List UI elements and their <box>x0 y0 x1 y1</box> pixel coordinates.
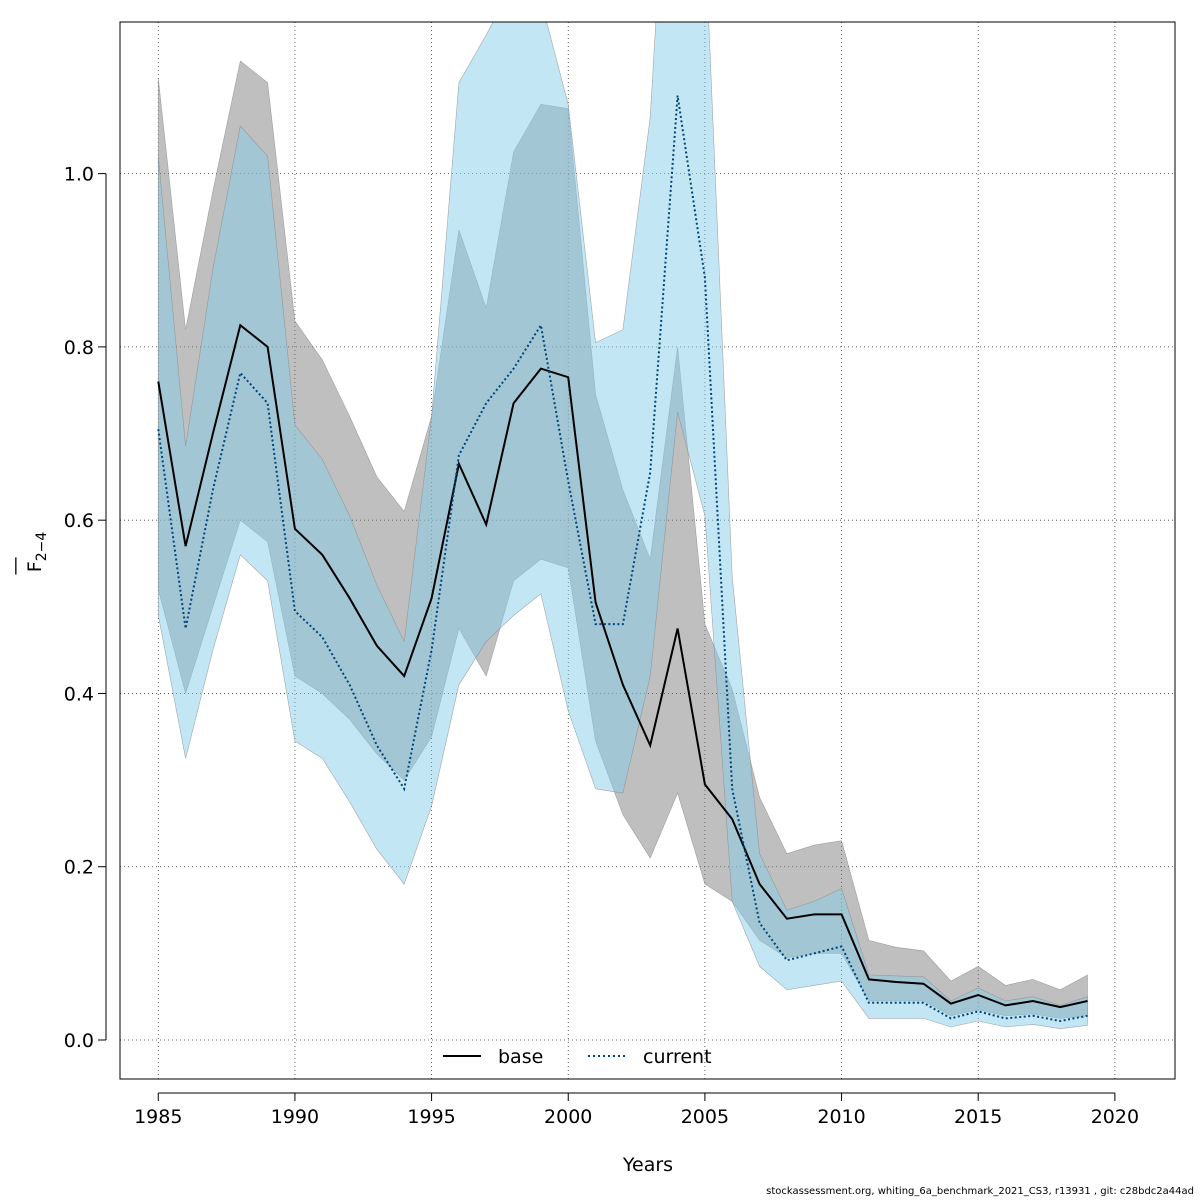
y-tick-label-4: 0.8 <box>64 337 94 359</box>
y-axis-title-bar: — <box>4 557 26 576</box>
x-axis-title: Years <box>622 1154 673 1176</box>
band-current <box>158 22 1088 1030</box>
y-axis-title: — F2−4 <box>4 532 50 576</box>
y-tick-label-0: 0.0 <box>64 1030 94 1052</box>
line-current <box>157 95 1088 1023</box>
legend-label-base: base <box>498 1046 543 1068</box>
y-axis-title-main: F <box>24 561 46 572</box>
x-tick-label-2015: 2015 <box>954 1106 1002 1128</box>
x-axis: 1985 1990 1995 2000 2005 2010 2015 2020 <box>134 1092 1139 1128</box>
svg-text:F2−4: F2−4 <box>24 532 50 573</box>
legend-label-current: current <box>643 1046 712 1068</box>
x-tick-label-1995: 1995 <box>407 1106 455 1128</box>
y-tick-label-3: 0.6 <box>64 510 94 532</box>
y-tick-label-2: 0.4 <box>64 683 94 705</box>
x-tick-label-2020: 2020 <box>1091 1106 1139 1128</box>
series-lines <box>157 95 1088 1023</box>
confidence-bands <box>158 22 1088 1030</box>
x-tick-label-1990: 1990 <box>271 1106 319 1128</box>
x-tick-label-2010: 2010 <box>817 1106 865 1128</box>
y-axis-title-subscript: 2−4 <box>34 532 50 562</box>
line-base <box>157 323 1088 1009</box>
y-tick-label-1: 0.2 <box>64 857 94 879</box>
y-tick-label-5: 1.0 <box>64 164 94 186</box>
x-tick-label-2005: 2005 <box>681 1106 729 1128</box>
plot-frame <box>119 21 1176 1080</box>
footnote: stockassessment.org, whiting_6a_benchmar… <box>766 1186 1194 1197</box>
y-axis: 0.0 0.2 0.4 0.6 0.8 1.0 <box>64 164 107 1052</box>
x-tick-label-1985: 1985 <box>134 1106 182 1128</box>
x-tick-label-2000: 2000 <box>544 1106 592 1128</box>
legend: base current <box>443 1046 712 1068</box>
